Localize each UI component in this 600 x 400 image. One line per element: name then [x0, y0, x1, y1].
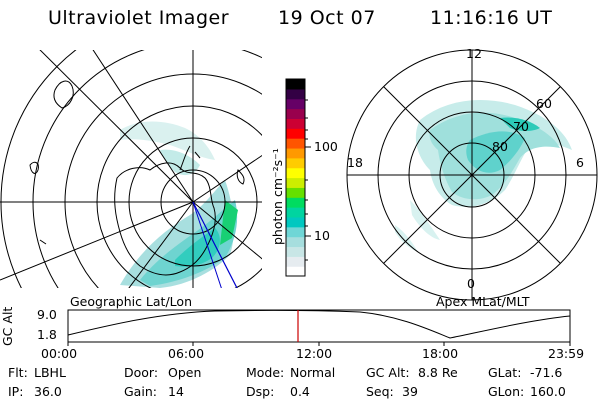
altitude-plot — [67, 309, 571, 346]
colorbar-ticks — [305, 99, 311, 261]
colorbar — [286, 79, 305, 277]
header-time: 11:16:16 UT — [430, 7, 553, 29]
altitude-xtick-2359: 23:59 — [548, 346, 585, 361]
magnetic-map — [395, 100, 572, 252]
colorbar-tick-100: 100 — [314, 139, 338, 154]
colorbar-segment — [286, 216, 305, 228]
altitude-ylabel: GC Alt — [0, 306, 15, 346]
altitude-x-ticks — [67, 342, 571, 346]
colorbar-segment — [286, 207, 305, 218]
mag-aurora-emission — [395, 100, 572, 252]
footer-gcalt-label: GC Alt: — [366, 365, 410, 380]
mlat-label-60: 60 — [536, 96, 552, 111]
mlt-label-6: 6 — [576, 155, 584, 170]
colorbar-segment — [286, 256, 305, 267]
altitude-xtick-0600: 06:00 — [168, 346, 205, 361]
mlt-label-0: 0 — [467, 276, 475, 291]
altitude-xtick-0000: 00:00 — [41, 346, 78, 361]
colorbar-segment — [286, 157, 305, 169]
colorbar-segment — [286, 226, 305, 238]
footer-mode-label: Mode: — [246, 365, 285, 380]
footer-door-label: Door: — [124, 365, 159, 380]
app-title: Ultraviolet Imager — [48, 7, 230, 29]
colorbar-segment — [286, 177, 305, 188]
geographic-map — [0, 50, 262, 288]
colorbar-segment — [286, 266, 305, 277]
mag-grid — [346, 49, 598, 301]
footer-glon-value: 160.0 — [530, 384, 566, 399]
colorbar-segment — [286, 138, 305, 149]
footer-filter-label: Flt: — [8, 365, 28, 380]
footer-glat-value: -71.6 — [530, 365, 563, 380]
colorbar-segment — [286, 197, 305, 208]
footer-dsp-label: Dsp: — [246, 384, 275, 399]
colorbar-frame — [285, 78, 306, 277]
footer-ip-label: IP: — [8, 384, 24, 399]
mlat-label-80: 80 — [492, 139, 508, 154]
colorbar-segment — [286, 98, 305, 110]
colorbar-segment — [286, 108, 305, 119]
altitude-plot-frame — [67, 309, 571, 343]
footer-mode-value: Normal — [290, 365, 336, 380]
footer-glat-label: GLat: — [488, 365, 522, 380]
geo-satellite-meridian — [192, 201, 238, 288]
colorbar-segment — [286, 246, 305, 257]
footer-dsp-value: 0.4 — [290, 384, 310, 399]
header-date: 19 Oct 07 — [278, 7, 376, 29]
colorbar-segment — [286, 167, 305, 179]
colorbar-segment — [286, 79, 305, 90]
altitude-xtick-1800: 18:00 — [422, 346, 459, 361]
footer-gcalt-value: 8.8 Re — [418, 365, 458, 380]
footer-seq-label: Seq: — [366, 384, 394, 399]
footer-gain-label: Gain: — [124, 384, 157, 399]
geo-noon-meridian — [192, 201, 222, 288]
colorbar-segment — [286, 118, 305, 129]
colorbar-segment — [286, 88, 305, 100]
altitude-ytick-low: 1.8 — [37, 327, 57, 342]
mlat-label-70: 70 — [513, 119, 529, 134]
footer-door-value: Open — [168, 365, 202, 380]
altitude-ytick-high: 9.0 — [37, 307, 57, 322]
footer-glon-label: GLon: — [488, 384, 525, 399]
footer-ip-value: 36.0 — [34, 384, 62, 399]
geo-map-caption: Geographic Lat/Lon — [70, 294, 192, 309]
mlt-label-18: 18 — [347, 155, 363, 170]
geo-longitude-lines — [0, 50, 262, 288]
altitude-xtick-1200: 12:00 — [296, 346, 333, 361]
colorbar-segment — [286, 147, 305, 159]
altitude-curve — [67, 309, 571, 339]
footer-gain-value: 14 — [168, 384, 184, 399]
colorbar-segment — [286, 187, 305, 198]
colorbar-segment — [286, 128, 305, 139]
footer-filter-value: LBHL — [34, 365, 66, 380]
colorbar-unit-label: photon cm⁻²s⁻¹ — [270, 148, 285, 245]
colorbar-tick-10: 10 — [314, 228, 330, 243]
mlt-label-12: 12 — [466, 46, 482, 61]
footer-seq-value: 39 — [402, 384, 418, 399]
geo-coastlines — [29, 80, 245, 276]
mag-map-caption: Apex MLat/MLT — [436, 294, 530, 309]
colorbar-segment — [286, 236, 305, 248]
